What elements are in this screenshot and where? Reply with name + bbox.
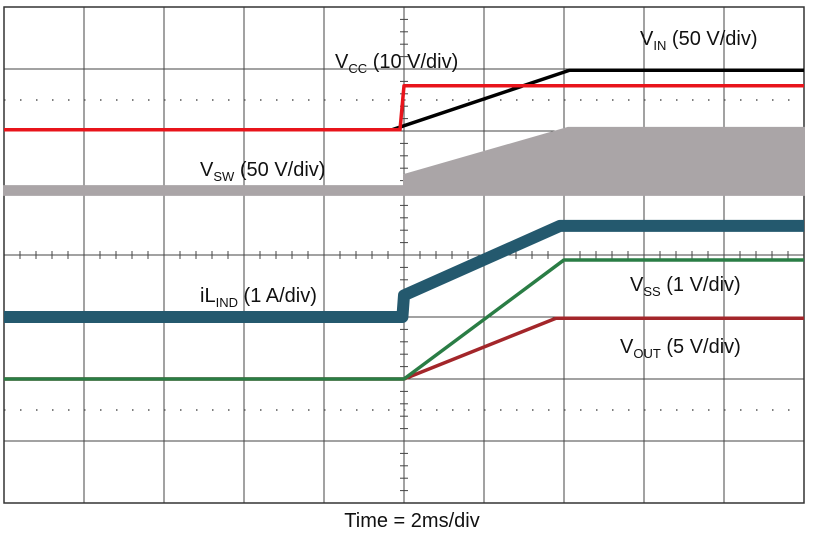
x-axis-label: Time = 2ms/div bbox=[344, 510, 479, 532]
traces bbox=[3, 68, 805, 381]
trace bbox=[4, 83, 804, 132]
band-trace bbox=[3, 126, 805, 196]
plot-border bbox=[3, 6, 805, 504]
legend-entry: iLIND (1 A/div) bbox=[200, 285, 317, 310]
grid bbox=[3, 6, 805, 504]
legend-entry: VSS (1 V/div) bbox=[630, 274, 741, 299]
trace bbox=[4, 258, 804, 381]
legend-entry: VIN (50 V/div) bbox=[640, 28, 758, 53]
legend-entry: VSW (50 V/div) bbox=[200, 159, 325, 184]
legend-entry: VCC (10 V/div) bbox=[335, 51, 458, 76]
legend-entry: VOUT (5 V/div) bbox=[620, 336, 741, 361]
trace bbox=[4, 219, 804, 323]
labels: VIN (50 V/div) VCC (10 V/div) VSW (50 V/… bbox=[200, 28, 758, 532]
